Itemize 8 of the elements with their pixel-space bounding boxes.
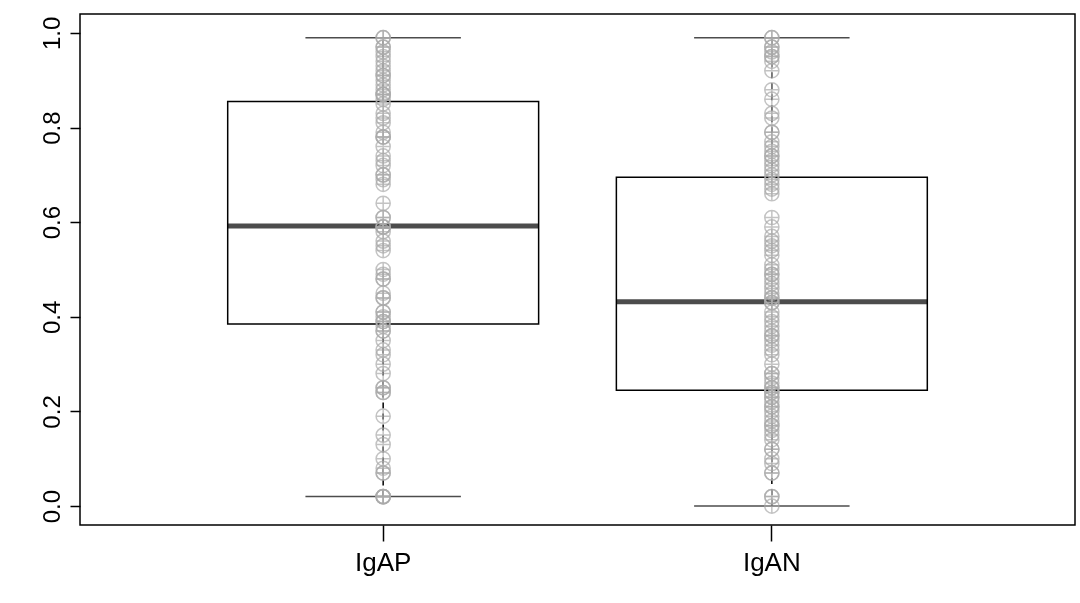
y-tick-label: 0.4 <box>37 300 65 334</box>
x-tick-label: IgAP <box>354 546 412 577</box>
y-tick-label: 0.6 <box>37 206 65 240</box>
y-tick-label: 0.8 <box>37 111 65 145</box>
y-tick-label: 1.0 <box>37 16 65 51</box>
y-tick-label: 0.2 <box>37 395 65 429</box>
y-tick-label: 0.0 <box>37 489 65 524</box>
x-tick-label: IgAN <box>742 546 801 577</box>
